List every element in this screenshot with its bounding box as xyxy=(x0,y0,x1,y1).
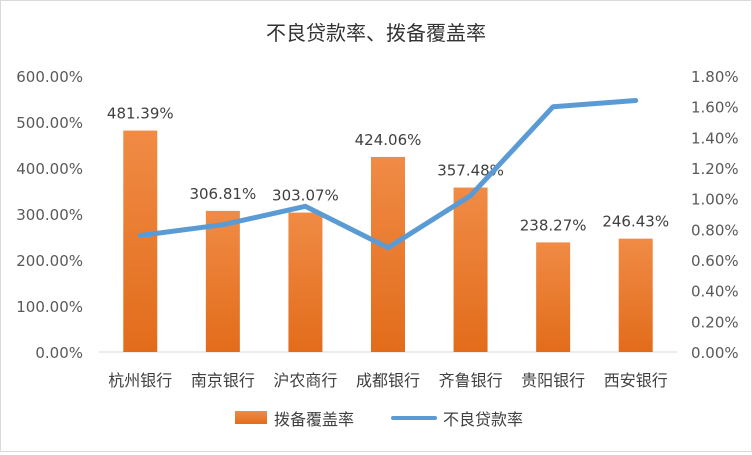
y-left-tick-label: 300.00% xyxy=(16,206,83,224)
y-right-tick-label: 0.00% xyxy=(691,344,739,362)
bar-data-labels: 481.39%306.81% 303.07%424.06%357.48%238.2… xyxy=(107,105,669,235)
bar-data-label: 246.43% xyxy=(602,213,669,231)
y-left-tick-label: 500.00% xyxy=(16,114,83,132)
x-tick-label: 齐鲁银行 xyxy=(439,371,503,390)
y-axis-right: 0.00% 0.20% 0.40% 0.60% 0.80% 1.00% 1.20% 1.40%… xyxy=(691,68,739,362)
x-tick-label: 成都银行 xyxy=(356,371,420,390)
bar-data-label: 303.07% xyxy=(272,187,339,205)
y-right-tick-label: 0.40% xyxy=(691,283,739,301)
line-point xyxy=(138,233,142,237)
x-tick-label: 杭州银行 xyxy=(108,371,172,390)
y-left-tick-label: 200.00% xyxy=(16,252,83,270)
legend-bar-label: 拨备覆盖率 xyxy=(274,410,354,429)
line-point xyxy=(303,204,307,208)
bar xyxy=(288,212,323,352)
x-axis: 杭州银行 南京银行 沪农商行 成都银行 齐鲁银行 贵阳银行 西安银行 xyxy=(108,371,667,390)
bar xyxy=(618,238,653,352)
x-tick-label: 南京银行 xyxy=(191,371,255,390)
line-series xyxy=(137,98,639,251)
bar-data-label: 424.06% xyxy=(355,131,422,149)
x-tick-label: 沪农商行 xyxy=(273,371,337,390)
line-point xyxy=(634,99,638,103)
line-point xyxy=(469,194,473,198)
bar-data-label: 238.27% xyxy=(520,216,587,234)
x-tick-label: 西安银行 xyxy=(604,371,668,390)
y-right-tick-label: 0.80% xyxy=(691,221,739,239)
bar xyxy=(453,187,488,352)
y-left-tick-label: 600.00% xyxy=(16,68,83,86)
y-right-tick-label: 1.40% xyxy=(691,129,739,147)
y-left-tick-label: 100.00% xyxy=(16,298,83,316)
y-right-tick-label: 0.20% xyxy=(691,313,739,331)
y-right-tick-label: 0.60% xyxy=(691,252,739,270)
bar-data-label: 481.39% xyxy=(107,105,174,123)
y-right-tick-label: 1.80% xyxy=(691,68,739,86)
line-point xyxy=(386,246,390,250)
x-tick-label: 贵阳银行 xyxy=(521,371,585,390)
y-left-tick-label: 400.00% xyxy=(16,160,83,178)
bar xyxy=(123,130,158,352)
bar-series xyxy=(123,130,653,352)
y-right-tick-label: 1.00% xyxy=(691,191,739,209)
legend: 拨备覆盖率 不良贷款率 xyxy=(235,410,523,429)
legend-bar-swatch xyxy=(235,411,267,424)
bar xyxy=(205,210,240,352)
line-point xyxy=(551,105,555,109)
legend-line-label: 不良贷款率 xyxy=(443,410,523,429)
y-right-tick-label: 1.20% xyxy=(691,160,739,178)
chart-title: 不良贷款率、拨备覆盖率 xyxy=(266,21,486,45)
bar xyxy=(371,156,405,352)
line-point xyxy=(221,223,225,227)
y-axis-left: 0.00% 100.00% 200.00% 300.00% 400.00% 500.00%… xyxy=(16,68,83,362)
bar xyxy=(536,242,571,352)
y-left-tick-label: 0.00% xyxy=(35,344,83,362)
y-right-tick-label: 1.60% xyxy=(691,99,739,117)
bar-data-label: 306.81% xyxy=(189,185,256,203)
